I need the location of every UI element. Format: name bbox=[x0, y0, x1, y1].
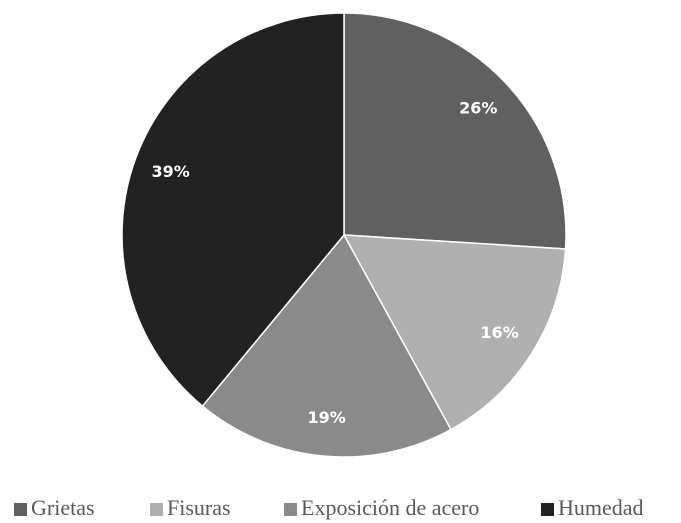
legend-label: Exposición de acero bbox=[301, 495, 479, 520]
data-label: 26% bbox=[459, 98, 497, 117]
pie-slice bbox=[121, 12, 345, 408]
pie-slice bbox=[342, 234, 567, 431]
legend-swatch bbox=[284, 503, 297, 516]
legend-label: Grietas bbox=[31, 495, 95, 520]
legend-label: Humedad bbox=[558, 495, 644, 520]
legend-label: Fisuras bbox=[167, 495, 231, 520]
data-label: 39% bbox=[151, 162, 189, 181]
legend-swatch bbox=[150, 503, 163, 516]
legend-swatch bbox=[14, 503, 27, 516]
data-label: 16% bbox=[480, 323, 518, 342]
pie-slice bbox=[201, 233, 452, 458]
legend-swatch bbox=[541, 503, 554, 516]
data-label: 19% bbox=[308, 408, 346, 427]
pie-slice bbox=[343, 12, 567, 250]
